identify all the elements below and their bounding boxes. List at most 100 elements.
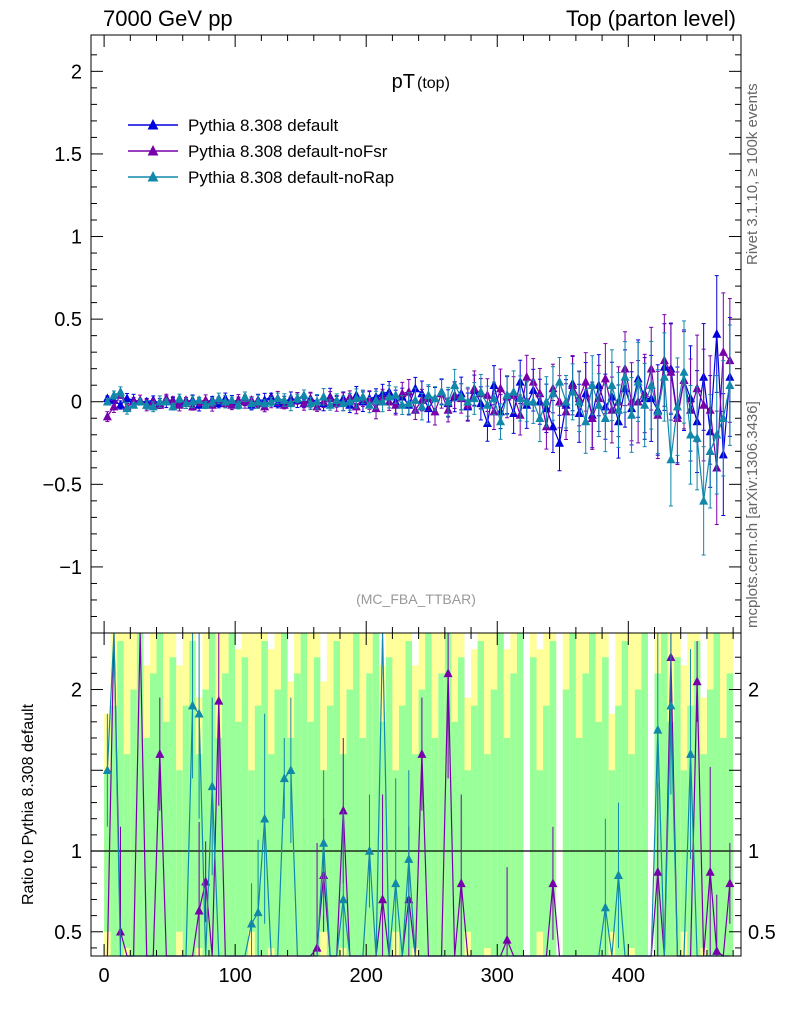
band-1sigma bbox=[425, 633, 432, 956]
data-point bbox=[496, 383, 506, 393]
band-1sigma bbox=[274, 689, 282, 956]
x-tick-label: 400 bbox=[612, 965, 645, 987]
band-1sigma bbox=[569, 633, 576, 956]
main-y-tick-label: −1 bbox=[59, 557, 82, 579]
data-point bbox=[515, 393, 525, 403]
data-point bbox=[155, 396, 165, 406]
ratio-point bbox=[378, 894, 388, 904]
data-point bbox=[115, 386, 125, 396]
ratio-point bbox=[725, 878, 735, 888]
data-point bbox=[496, 416, 506, 426]
ratio-point bbox=[338, 805, 348, 815]
data-point bbox=[115, 400, 125, 409]
data-point bbox=[161, 396, 171, 406]
data-point bbox=[253, 396, 263, 406]
data-point bbox=[535, 388, 545, 398]
band-1sigma bbox=[667, 721, 675, 956]
data-point bbox=[528, 396, 538, 406]
ratio-point bbox=[391, 878, 401, 888]
data-point bbox=[168, 401, 178, 411]
data-point bbox=[430, 406, 440, 416]
data-point bbox=[174, 393, 184, 403]
band-1sigma bbox=[149, 673, 157, 956]
data-point bbox=[247, 398, 257, 408]
band-1sigma bbox=[130, 689, 137, 956]
ratio-point bbox=[456, 878, 466, 888]
data-point bbox=[286, 398, 296, 408]
ratio-point bbox=[319, 837, 329, 847]
data-point bbox=[188, 396, 198, 406]
main-y-tick-label: 1.5 bbox=[54, 144, 82, 166]
band-1sigma bbox=[235, 721, 242, 956]
band-1sigma bbox=[313, 657, 321, 956]
data-point bbox=[568, 386, 578, 396]
data-point bbox=[548, 421, 558, 431]
band-1sigma bbox=[143, 737, 150, 956]
ratio-point bbox=[194, 905, 204, 915]
data-point bbox=[364, 400, 374, 409]
data-point bbox=[404, 398, 414, 408]
data-point bbox=[437, 386, 447, 396]
data-point bbox=[220, 396, 230, 406]
data-point bbox=[594, 400, 604, 409]
band-1sigma bbox=[431, 737, 439, 956]
band-1sigma bbox=[562, 689, 570, 956]
ratio-point bbox=[188, 700, 198, 710]
data-point bbox=[319, 391, 329, 401]
ratio-point bbox=[443, 668, 453, 678]
x-tick-label: 0 bbox=[99, 965, 110, 987]
ratio-point bbox=[102, 765, 112, 775]
data-point bbox=[627, 409, 637, 419]
data-point bbox=[587, 413, 597, 422]
ratio-point bbox=[666, 700, 676, 710]
legend-label: Pythia 8.308 default bbox=[188, 116, 339, 135]
data-point bbox=[672, 401, 682, 411]
data-point bbox=[292, 393, 302, 403]
data-point bbox=[443, 396, 453, 406]
ratio-y-tick-label: 1 bbox=[71, 841, 82, 863]
legend: Pythia 8.308 default Pythia 8.308 default… bbox=[128, 116, 394, 187]
ratio-point bbox=[214, 695, 224, 705]
data-point bbox=[201, 395, 211, 404]
data-point bbox=[463, 396, 473, 406]
ratio-point bbox=[712, 946, 722, 955]
band-1sigma bbox=[497, 633, 504, 956]
band-1sigma bbox=[136, 633, 144, 956]
data-point bbox=[561, 396, 571, 406]
data-point bbox=[207, 396, 217, 406]
data-point bbox=[607, 380, 617, 389]
data-point bbox=[600, 413, 610, 422]
band-1sigma bbox=[287, 737, 295, 956]
main-y-tick-label: −0.5 bbox=[43, 474, 82, 496]
data-point bbox=[718, 413, 728, 422]
ratio-y-tick-label-right: 2 bbox=[748, 680, 759, 702]
main-panel-series bbox=[102, 275, 735, 556]
data-point bbox=[404, 386, 414, 396]
data-point bbox=[109, 390, 119, 399]
band-1sigma bbox=[189, 641, 196, 956]
band-1sigma bbox=[726, 673, 734, 956]
data-point bbox=[148, 401, 158, 411]
data-point bbox=[705, 446, 715, 456]
data-point bbox=[548, 388, 558, 398]
main-y-tick-label: 2 bbox=[71, 61, 82, 83]
ratio-point bbox=[417, 749, 427, 758]
data-point bbox=[240, 391, 250, 401]
band-1sigma bbox=[326, 705, 334, 956]
series-line-0 bbox=[107, 333, 731, 455]
band-1sigma bbox=[661, 633, 668, 956]
data-point bbox=[581, 416, 591, 426]
data-point bbox=[699, 400, 709, 409]
data-point bbox=[535, 413, 545, 422]
data-point bbox=[417, 401, 427, 411]
header-left: 7000 GeV pp bbox=[103, 6, 233, 31]
band-1sigma bbox=[398, 705, 406, 956]
band-1sigma bbox=[163, 721, 170, 956]
ratio-y-tick-label: 0.5 bbox=[54, 922, 82, 944]
data-point bbox=[227, 395, 237, 404]
ratio-plot-frame bbox=[90, 632, 742, 957]
data-point bbox=[554, 438, 564, 447]
data-point bbox=[646, 380, 656, 389]
ratio-point bbox=[653, 724, 663, 734]
band-1sigma bbox=[602, 657, 609, 956]
